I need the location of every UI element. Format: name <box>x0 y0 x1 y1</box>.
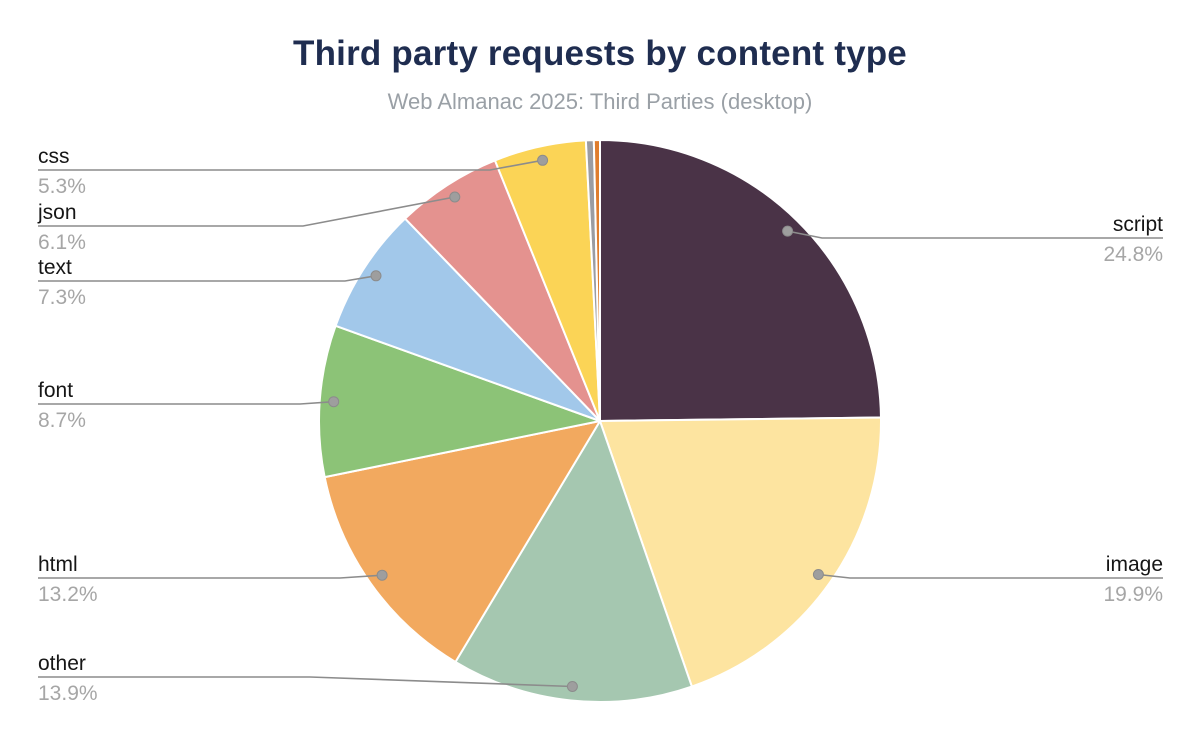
pie-slice-text[interactable] <box>334 217 601 422</box>
pie-slice-image[interactable] <box>599 416 882 688</box>
leader-dot-html <box>376 569 388 581</box>
leader-dot-json <box>449 191 461 203</box>
leader-line-image <box>818 573 1163 579</box>
leader-line-other <box>38 676 573 688</box>
leader-dot-script <box>782 225 794 237</box>
leader-dot-font <box>328 396 340 408</box>
leader-line-css <box>38 159 543 171</box>
leader-line-font <box>38 400 334 405</box>
leader-dot-css <box>537 154 549 166</box>
pie-slice-font[interactable] <box>317 324 601 479</box>
leader-dot-other <box>566 681 578 692</box>
pie-slice-html[interactable] <box>323 420 601 663</box>
pie-slice-script[interactable] <box>599 139 882 422</box>
leader-line-html <box>38 574 383 579</box>
pie-slice-other[interactable] <box>454 420 693 703</box>
leader-dot-image <box>812 569 824 580</box>
leader-line-script <box>787 230 1163 239</box>
leader-lines-layer <box>38 154 1163 692</box>
leader-line-json <box>38 196 455 227</box>
chart-subtitle: Web Almanac 2025: Third Parties (desktop… <box>387 89 813 114</box>
leader-line-text <box>38 275 377 282</box>
chart-title: Third party requests by content type <box>293 34 907 73</box>
pie-slice-unlabeled-9[interactable] <box>592 139 601 422</box>
leader-dot-text <box>370 270 382 282</box>
